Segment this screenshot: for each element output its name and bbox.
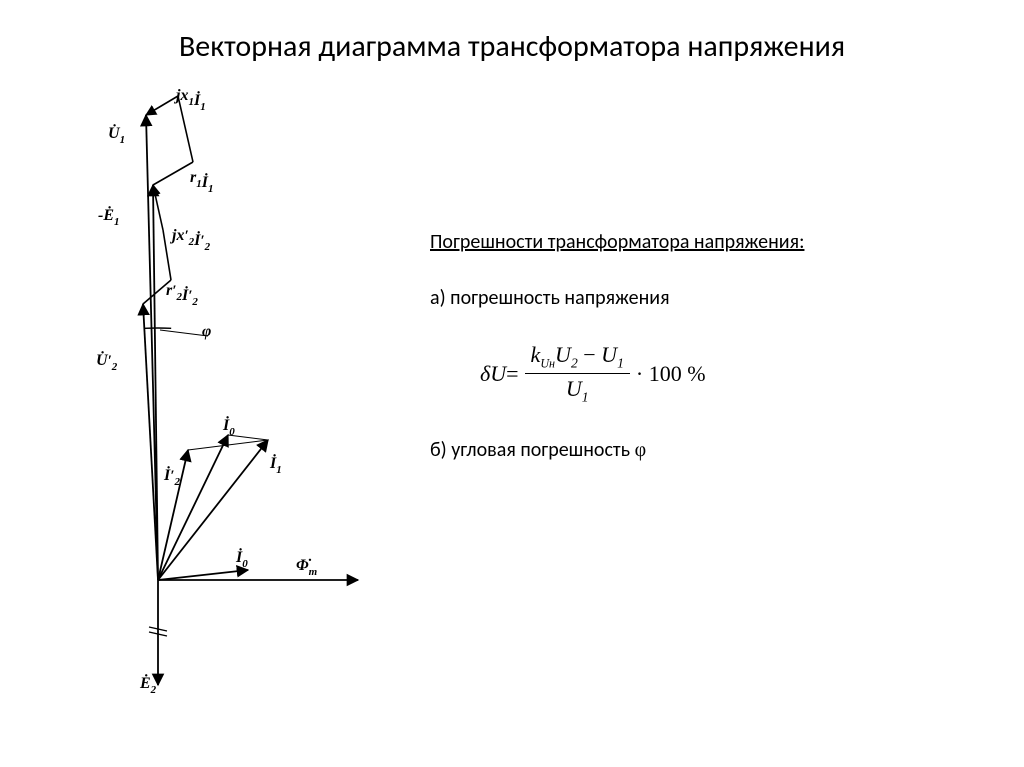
svg-text:φ: φ [202,323,211,340]
vector-I0_flat [158,570,248,580]
formula-U1d-sub: 1 [582,390,589,405]
formula-fraction: kUнU2 − U1 U1 [525,342,630,406]
parallelogram-side-0 [188,440,268,450]
formula-eq: = [506,361,518,387]
svg-text:İ′2: İ′2 [163,465,180,488]
vector-I0_up [158,435,228,580]
formula-U2-sub: 2 [571,355,578,370]
voltage-error-formula: δU = kUнU2 − U1 U1 · 100 % [480,342,990,406]
vector-U1_top [146,115,158,580]
page-title: Векторная диаграмма трансформатора напря… [0,28,1024,65]
item-b-prefix: б) угловая погрешность [430,438,635,462]
svg-text:Ė2: Ė2 [139,673,157,696]
formula-U1d: U [566,376,582,401]
svg-text:İ0: İ0 [222,415,235,438]
svg-text:İ0: İ0 [235,547,248,570]
vector-diagram: U̇1 jx1İ1 r1İ1 -Ė1 jx′2İ′2 r′2İ′2φ U̇′2 İ0 İ1… [78,80,388,700]
item-b: б) угловая погрешность φ [430,438,990,462]
right-text-block: Погрешности трансформатора напряжения: а… [430,230,990,494]
formula-U2: U [555,342,571,367]
svg-text:jx1İ1: jx1İ1 [173,87,206,113]
svg-text:r1İ1: r1İ1 [190,169,213,195]
formula-U: U [490,361,506,387]
phi-pointer [160,330,208,336]
svg-text:r′2İ′2: r′2İ′2 [166,282,198,308]
item-a: а) погрешность напряжения [430,286,990,310]
svg-text:İ1: İ1 [269,453,282,476]
svg-text:U̇′2: U̇′2 [96,351,118,373]
errors-heading: Погрешности трансформатора напряжения: [430,230,990,254]
segment-jx2I2 [163,230,171,280]
segment-to_U1 [146,96,178,115]
formula-k: k [531,342,541,367]
vector-diagram-svg: U̇1 jx1İ1 r1İ1 -Ė1 jx′2İ′2 r′2İ′2φ U̇′2 İ0 İ1… [78,80,388,700]
formula-tail: · 100 % [636,361,706,387]
item-b-phi: φ [635,439,647,461]
svg-text:-Ė1: -Ė1 [98,205,120,228]
formula-U1n-sub: 1 [617,355,624,370]
svg-text:U̇1: U̇1 [108,124,125,146]
formula-minus: − [578,342,601,367]
svg-text:jx′2İ′2: jx′2İ′2 [169,227,211,253]
delta-symbol: δ [480,361,490,387]
segment-to_negE1 [153,185,163,230]
segment-r1I1 [153,162,193,185]
svg-text:Φ̇m: Φ̇m [296,557,318,578]
formula-U1n: U [601,342,617,367]
formula-k-sub: Uн [540,356,555,370]
